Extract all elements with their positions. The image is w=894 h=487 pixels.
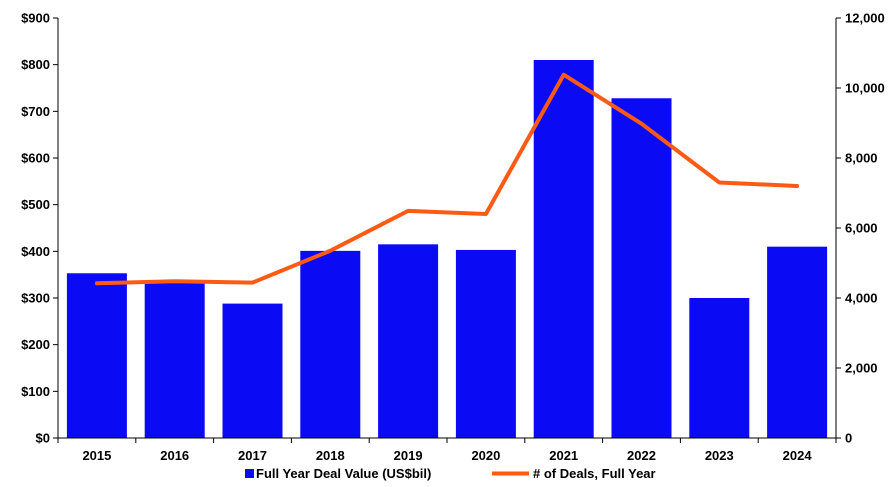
bar-series [66, 60, 828, 439]
right-tick-label: 2,000 [845, 361, 878, 376]
x-tick-label: 2017 [238, 448, 267, 463]
bar-2018 [300, 250, 361, 438]
bar-2017 [222, 303, 283, 438]
bar-2021 [533, 60, 594, 438]
bar-2023 [689, 298, 750, 438]
right-tick-label: 0 [845, 431, 852, 446]
left-tick-label: $500 [21, 197, 50, 212]
x-axis: 2015 2016 2017 2018 2019 2020 2021 2022 2023 2024 [57, 438, 837, 463]
legend-bar-label: Full Year Deal Value (US$bil) [256, 466, 431, 481]
legend-bar-swatch [245, 469, 254, 478]
x-tick-label: 2019 [394, 448, 423, 463]
left-tick-label: $700 [21, 104, 50, 119]
bar-2015 [66, 273, 127, 438]
right-tick-label: 8,000 [845, 151, 878, 166]
x-tick-label: 2022 [627, 448, 656, 463]
legend-line-label: # of Deals, Full Year [533, 466, 656, 481]
left-tick-label: $600 [21, 151, 50, 166]
line-series [94, 72, 800, 286]
left-tick-label: $300 [21, 291, 50, 306]
right-tick-label: 12,000 [845, 11, 885, 26]
bar-2022 [611, 98, 672, 439]
left-tick-label: $900 [21, 11, 50, 26]
x-tick-label: 2021 [549, 448, 578, 463]
x-tick-label: 2024 [783, 448, 813, 463]
left-tick-label: $0 [36, 431, 50, 446]
bar-2019 [378, 244, 439, 438]
left-tick-label: $800 [21, 57, 50, 72]
right-y-axis: 0 2,000 4,000 6,000 8,000 10,000 12,000 [836, 11, 885, 446]
left-y-axis: $0 $100 $200 $300 $400 $500 $600 $700 $800 $900 [21, 11, 58, 446]
x-tick-label: 2020 [471, 448, 500, 463]
left-tick-label: $100 [21, 384, 50, 399]
right-tick-label: 4,000 [845, 291, 878, 306]
right-tick-label: 6,000 [845, 221, 878, 236]
x-tick-label: 2016 [160, 448, 189, 463]
x-tick-label: 2023 [705, 448, 734, 463]
x-tick-label: 2015 [82, 448, 111, 463]
x-tick-label: 2018 [316, 448, 345, 463]
bar-2024 [767, 246, 828, 438]
left-tick-label: $400 [21, 244, 50, 259]
legend: Full Year Deal Value (US$bil) # of Deals,… [245, 466, 656, 481]
bar-2020 [455, 249, 516, 438]
right-tick-label: 10,000 [845, 81, 885, 96]
deals-line [94, 72, 800, 286]
bar-2016 [144, 280, 205, 438]
left-tick-label: $200 [21, 337, 50, 352]
